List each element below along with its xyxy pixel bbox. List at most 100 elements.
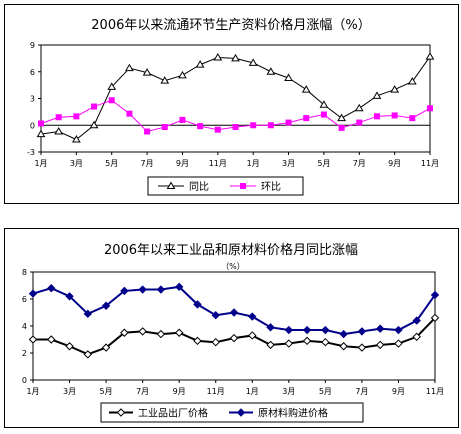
chart-2-series-2-point <box>120 286 129 296</box>
chart-1-x-tick-label: 5月 <box>105 159 118 168</box>
chart-2-x-tick-label: 11月 <box>207 387 225 396</box>
chart-1-series-1-point <box>354 103 364 112</box>
chart-1-series-1-point <box>160 76 170 84</box>
chart-1-legend-label: 环比 <box>261 181 281 193</box>
chart-panel-2: 2006年以来工业品和原材料价格月同比涨幅 （%） 0 2 4 6 8 1月 3月 5月 7月 9月 1… <box>4 228 459 428</box>
chart-1-x-tick-label: 9月 <box>176 159 189 168</box>
chart-2-series-2-point <box>229 308 239 317</box>
chart-2-series-1-point <box>138 327 147 336</box>
chart-2-series-2-point <box>284 325 294 335</box>
chart-1-series-1-point <box>54 126 64 135</box>
chart-2-series-1-point <box>229 333 239 343</box>
chart-2-series-2-point <box>375 324 385 333</box>
chart-1-series-1-point <box>266 67 276 75</box>
chart-1-y-tick-label: 9 <box>30 41 35 50</box>
chart-2-subtitle: （%） <box>221 262 245 271</box>
chart-2-series-1-point <box>47 335 56 344</box>
chart-1-series-1-point <box>337 113 346 122</box>
chart-1-series-1-point <box>301 85 311 93</box>
chart-1-series-1-point <box>407 77 417 85</box>
chart-2-series-2-point <box>412 316 421 325</box>
chart-1-series-2-point <box>303 115 310 122</box>
chart-2-series-1-point <box>156 329 166 339</box>
chart-2-legend-marker <box>116 408 126 417</box>
chart-1-title: 2006年以来流通环节生产资料价格月涨幅（%） <box>91 17 370 33</box>
chart-2-series-1-point <box>83 350 93 359</box>
chart-1-series-2-point <box>214 126 221 133</box>
chart-1-series-2-point <box>320 111 327 118</box>
chart-2-x-tick-label: 5月 <box>100 387 113 396</box>
chart-1-x-tick-label: 7月 <box>353 159 366 168</box>
chart-2-x-tick-label: 3月 <box>63 387 76 396</box>
chart-2-x-tick-label: 1月 <box>246 387 259 396</box>
chart-2-series-2-point <box>174 282 184 292</box>
chart-1-x-tick-label: 9月 <box>388 159 401 168</box>
chart-2-series-1-point <box>120 328 129 337</box>
chart-2-series-2-point <box>156 285 166 294</box>
chart-2-series-2-point <box>65 292 74 301</box>
chart-2-svg: 2006年以来工业品和原材料价格月同比涨幅 （%） 0 2 4 6 8 1月 3月 5月 7月 9月 1… <box>22 242 444 423</box>
chart-1-y-tick-label: 0 <box>30 121 35 130</box>
chart-1-series-1-point <box>231 53 240 62</box>
chart-2-series-1-point <box>394 339 403 348</box>
chart-2-y-tick-label: 4 <box>22 322 27 331</box>
chart-2-legend-label: 原材料购进价格 <box>258 407 328 420</box>
chart-1-series-2-point <box>285 119 292 126</box>
chart-2-series-1-point <box>357 343 367 352</box>
chart-2-x-tick-label: 11月 <box>426 387 444 396</box>
chart-2-x-tick-label: 7月 <box>136 387 149 396</box>
chart-2-series-1-point <box>65 342 74 351</box>
chart-2-series-2-point <box>83 309 93 319</box>
chart-2-series-2-point <box>430 290 440 300</box>
chart-2-series-2-point <box>248 312 257 321</box>
chart-1-series-2-point <box>197 123 204 130</box>
chart-1-series-1-point <box>125 63 134 72</box>
chart-1-x-tick-label: 11月 <box>421 159 439 168</box>
chart-1-x-tick-label: 3月 <box>282 159 295 168</box>
chart-1-svg: 2006年以来流通环节生产资料价格月涨幅（%） -3 0 3 6 9 1月 3月 5月 7月 9月 1… <box>27 17 439 196</box>
chart-2-y-tick-label: 2 <box>22 349 27 358</box>
chart-2-series-2-point <box>357 327 367 336</box>
chart-1-series-1-point <box>425 52 435 60</box>
chart-2-series-1-point <box>412 332 421 342</box>
chart-2-series-1-point <box>430 313 440 323</box>
chart-1-series-2-point <box>356 119 363 126</box>
chart-2-series-1-point <box>302 336 312 346</box>
chart-1-x-tick-label: 3月 <box>70 159 83 168</box>
chart-2-series-2-point <box>394 325 403 335</box>
chart-1-x-tick-label: 1月 <box>34 159 47 168</box>
chart-1-y-tick-label: -3 <box>27 148 35 157</box>
chart-2-x-tick-label: 5月 <box>319 387 332 396</box>
chart-2-series-1-point <box>284 339 294 348</box>
chart-1-series-2-point <box>267 122 274 129</box>
chart-2-x-tick-label: 9月 <box>173 387 186 396</box>
chart-2-series-2-point <box>339 329 348 339</box>
chart-2-series-2-point <box>101 301 111 310</box>
chart-2-series-1-point <box>211 337 220 347</box>
chart-1-series-1-point <box>107 82 117 90</box>
chart-2-series-1-point <box>28 335 38 344</box>
chart-1-y-tick-label: 6 <box>30 68 35 77</box>
chart-1-series-1-point <box>248 58 258 66</box>
chart-1-series-2-point <box>338 124 345 131</box>
chart-2-series-1-point <box>174 328 184 337</box>
chart-1-series-1-point <box>142 68 152 76</box>
chart-1-series-1-point <box>195 60 205 68</box>
chart-2-series-1-point <box>101 343 111 352</box>
chart-1-series-1-point <box>213 52 223 61</box>
chart-2-x-tick-label: 1月 <box>26 387 39 396</box>
chart-2-legend-marker <box>236 408 246 417</box>
chart-2-x-tick-label: 7月 <box>355 387 368 396</box>
chart-2-plot-area <box>32 271 436 381</box>
chart-1-series-1-point <box>284 73 293 81</box>
chart-1-series-1-point <box>372 91 382 99</box>
chart-1-series-2-point <box>373 113 380 120</box>
chart-2-series-1-point <box>266 340 275 350</box>
chart-1-series-2-point <box>427 105 433 112</box>
chart-1-series-2-point <box>179 116 186 123</box>
chart-1-series-2-point <box>232 124 239 131</box>
chart-2-series-2-point <box>266 323 275 332</box>
chart-2-y-tick-label: 8 <box>22 268 27 277</box>
chart-2-series-2-point <box>193 300 202 309</box>
chart-1-x-tick-label: 11月 <box>209 159 227 168</box>
